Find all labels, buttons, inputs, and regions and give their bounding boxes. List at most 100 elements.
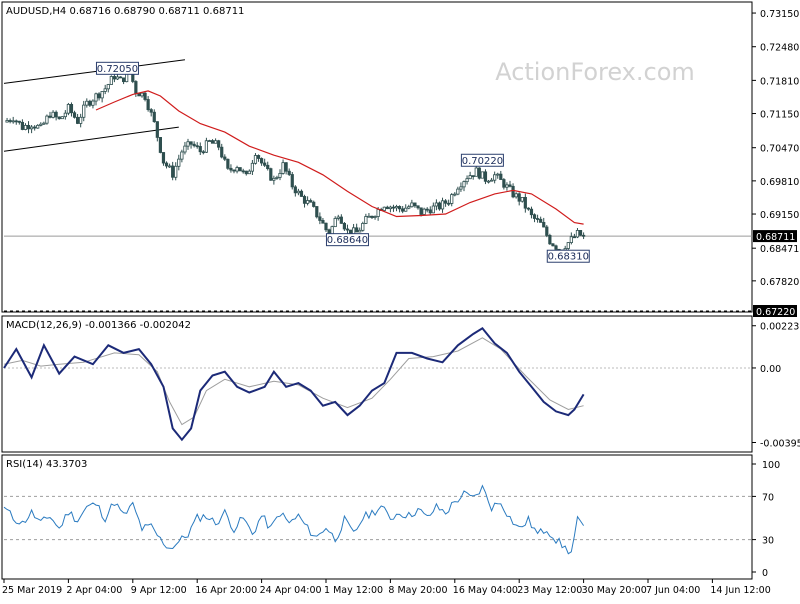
- candle-body: [422, 208, 426, 215]
- price-layer: 0.72050 0.68640 0.70220 0.68310: [3, 59, 752, 312]
- candle-body: [54, 111, 58, 118]
- candle-body: [299, 190, 304, 197]
- candle-body: [278, 172, 282, 178]
- candle-body: [82, 104, 86, 118]
- candle-body: [293, 186, 297, 194]
- rsi-axis-label: 30: [762, 536, 774, 547]
- candle-body: [238, 167, 242, 172]
- macd-axis-label: -0.00395: [760, 439, 800, 450]
- candle-body: [17, 120, 21, 123]
- macd-axis-label: 0.00: [760, 364, 781, 375]
- watermark-text: ActionForex.com: [495, 58, 695, 86]
- candle-body: [33, 126, 37, 129]
- candle-body: [189, 141, 193, 145]
- macd-layer: [3, 326, 752, 442]
- candle-body: [29, 126, 34, 130]
- candle-body: [296, 190, 301, 194]
- candle-body: [493, 174, 497, 181]
- candle-body: [241, 170, 245, 173]
- candle-body: [140, 92, 144, 97]
- candle-body: [213, 140, 218, 144]
- macd-header: MACD(12,26,9) -0.001366 -0.002042: [6, 320, 191, 331]
- candle-body: [450, 194, 454, 204]
- candle-body: [290, 174, 294, 188]
- price-axis-label: 0.73150: [760, 9, 799, 20]
- price-annotation: 0.68640: [325, 233, 369, 247]
- candle-body: [122, 77, 126, 83]
- candle-body: [413, 202, 417, 207]
- macd-signal-line: [3, 337, 584, 426]
- candle-body: [324, 222, 328, 231]
- candle-body: [269, 168, 273, 181]
- rsi-panel-frame: [1, 454, 753, 580]
- candle-body: [164, 162, 169, 167]
- candle-body: [578, 230, 583, 236]
- time-axis-label: 14 Jun 12:00: [710, 585, 770, 596]
- candle-body: [499, 173, 503, 180]
- price-axis-label: 0.70470: [760, 144, 799, 155]
- price-annotation-label: 0.72050: [97, 64, 138, 75]
- candle-body: [532, 214, 537, 219]
- candle-body: [410, 202, 414, 208]
- time-axis-label: 23 May 12:00: [517, 585, 582, 596]
- candle-body: [204, 140, 208, 153]
- rsi-header: RSI(14) 43.3703: [6, 459, 87, 470]
- candle-body: [275, 176, 279, 179]
- candle-body: [407, 206, 411, 209]
- candle-body: [112, 76, 116, 80]
- candle-body: [339, 216, 343, 224]
- support-price-label-box: [753, 305, 797, 317]
- candle-body: [416, 205, 420, 209]
- candle-body: [63, 112, 67, 118]
- candle-body: [361, 222, 365, 231]
- price-annotation: 0.70220: [460, 153, 504, 167]
- candle-body: [569, 236, 573, 243]
- candle-body: [183, 145, 187, 153]
- candle-body: [48, 115, 52, 118]
- candle-body: [69, 103, 74, 114]
- candle-body: [575, 230, 580, 238]
- candle-body: [103, 88, 107, 92]
- candle-body: [85, 100, 89, 106]
- candle-body: [26, 124, 31, 130]
- candle-body: [517, 193, 521, 202]
- candle-body: [468, 175, 472, 180]
- candle-body: [333, 218, 337, 228]
- candle-body: [76, 116, 80, 124]
- candle-body: [106, 84, 110, 90]
- price-axis-label: 0.68471: [760, 244, 799, 255]
- candle-body: [496, 173, 500, 176]
- candle-body: [91, 100, 95, 106]
- candle-body: [385, 206, 389, 210]
- candle-body: [97, 93, 101, 99]
- candle-body: [305, 200, 310, 204]
- rsi-axis-label: 70: [762, 492, 774, 503]
- candle-body: [226, 158, 230, 169]
- candle-body: [582, 234, 586, 237]
- time-axis-label: 9 Apr 12:00: [131, 585, 187, 596]
- candle-body: [471, 175, 475, 178]
- candle-body: [94, 93, 98, 102]
- candle-body: [529, 208, 534, 216]
- price-header: AUDUSD,H4 0.68716 0.68790 0.68711 0.6871…: [6, 6, 244, 17]
- price-axis-label: 0.71810: [760, 76, 799, 87]
- candle-body: [281, 162, 285, 174]
- candle-body: [57, 116, 61, 120]
- candle-body: [235, 167, 239, 172]
- candle-body: [401, 208, 405, 212]
- candle-body: [462, 181, 466, 188]
- candle-body: [174, 165, 178, 178]
- candle-body: [419, 207, 423, 215]
- candle-body: [566, 242, 570, 249]
- time-axis-label: 7 Jun 04:00: [646, 585, 700, 596]
- candle-body: [394, 206, 399, 209]
- candle-body: [505, 184, 509, 188]
- candle-body: [171, 165, 175, 178]
- price-axis-label: 0.69150: [760, 210, 799, 221]
- candle-body: [514, 193, 518, 198]
- candle-body: [161, 152, 166, 164]
- time-axis-label: 16 May 04:00: [453, 585, 518, 596]
- candle-body: [207, 140, 212, 142]
